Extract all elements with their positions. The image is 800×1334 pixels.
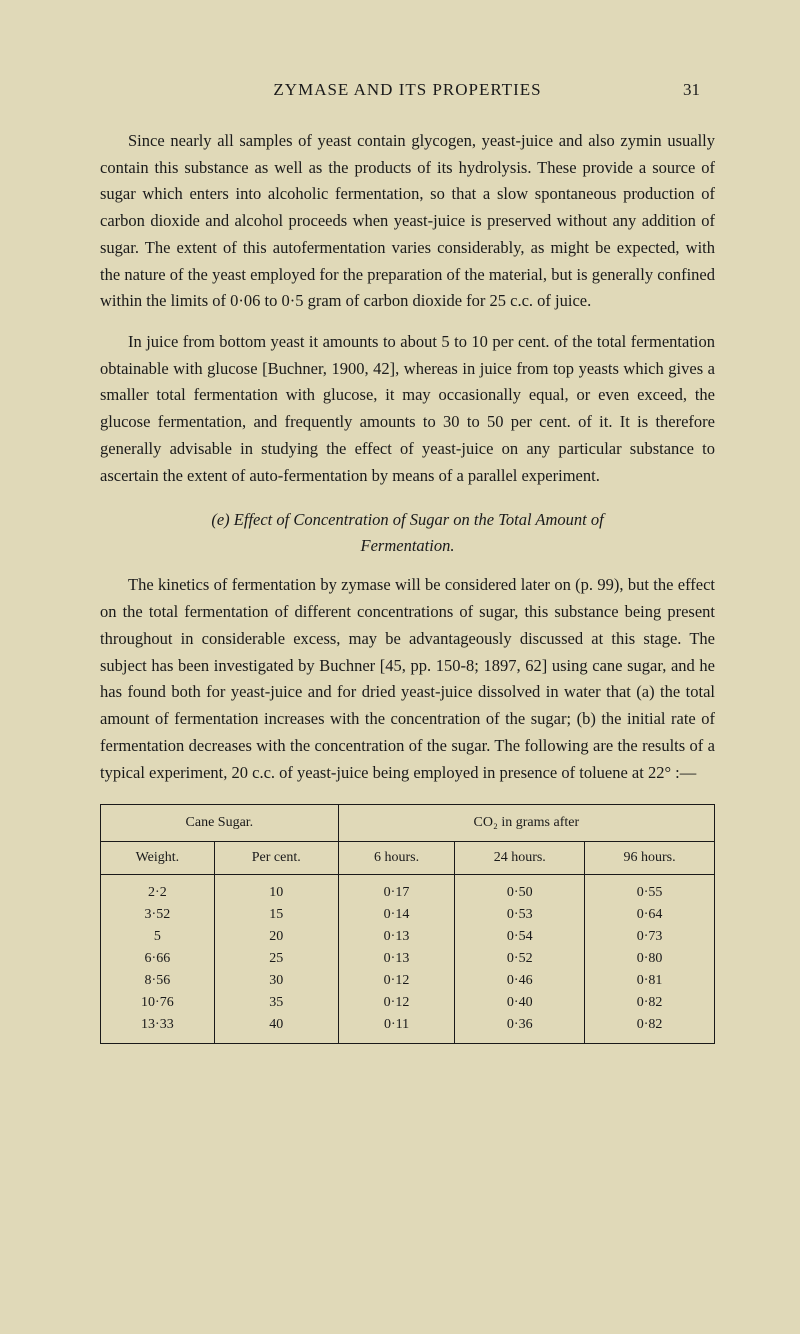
table-cell: 20 <box>214 926 338 948</box>
table-cell: 10 <box>214 875 338 905</box>
table-cell: 0·17 <box>338 875 455 905</box>
subheader-6h: 6 hours. <box>338 842 455 875</box>
table-cell: 13·33 <box>101 1014 215 1044</box>
page-header: ZYMASE AND ITS PROPERTIES 31 <box>100 80 715 100</box>
table-cell: 0·12 <box>338 970 455 992</box>
table-cell: 10·76 <box>101 992 215 1014</box>
table-header-main: Cane Sugar. CO₂ in grams after <box>101 805 715 842</box>
table-cell: 0·36 <box>455 1014 585 1044</box>
table-cell: 5 <box>101 926 215 948</box>
section-title-line1: (e) Effect of Concentration of Sugar on … <box>211 510 603 529</box>
table-cell: 0·54 <box>455 926 585 948</box>
table-cell: 0·81 <box>585 970 715 992</box>
table-row: 5200·130·540·73 <box>101 926 715 948</box>
subheader-24h: 24 hours. <box>455 842 585 875</box>
header-co2: CO₂ in grams after <box>338 805 714 842</box>
table-cell: 0·82 <box>585 992 715 1014</box>
table-cell: 0·46 <box>455 970 585 992</box>
table-cell: 35 <box>214 992 338 1014</box>
table-cell: 8·56 <box>101 970 215 992</box>
paragraph-2: In juice from bottom yeast it amounts to… <box>100 329 715 489</box>
table-cell: 0·64 <box>585 904 715 926</box>
table-cell: 0·73 <box>585 926 715 948</box>
table-row: 3·52150·140·530·64 <box>101 904 715 926</box>
table-row: 8·56300·120·460·81 <box>101 970 715 992</box>
table-cell: 0·14 <box>338 904 455 926</box>
table-cell: 0·80 <box>585 948 715 970</box>
table-cell: 0·13 <box>338 926 455 948</box>
table-cell: 6·66 <box>101 948 215 970</box>
table-cell: 0·50 <box>455 875 585 905</box>
page-number: 31 <box>683 80 700 100</box>
table-body: 2·2100·170·500·553·52150·140·530·645200·… <box>101 875 715 1044</box>
section-title-line2: Fermentation. <box>361 536 455 555</box>
paragraph-3: The kinetics of fermentation by zymase w… <box>100 572 715 786</box>
table-cell: 30 <box>214 970 338 992</box>
section-title: (e) Effect of Concentration of Sugar on … <box>100 507 715 558</box>
table-row: 6·66250·130·520·80 <box>101 948 715 970</box>
fermentation-table: Cane Sugar. CO₂ in grams after Weight. P… <box>100 804 715 1044</box>
subheader-96h: 96 hours. <box>585 842 715 875</box>
table-cell: 0·12 <box>338 992 455 1014</box>
table-cell: 3·52 <box>101 904 215 926</box>
table-cell: 0·82 <box>585 1014 715 1044</box>
table-cell: 0·40 <box>455 992 585 1014</box>
table-row: 13·33400·110·360·82 <box>101 1014 715 1044</box>
table-row: 10·76350·120·400·82 <box>101 992 715 1014</box>
subheader-percent: Per cent. <box>214 842 338 875</box>
table-row: 2·2100·170·500·55 <box>101 875 715 905</box>
table-cell: 0·11 <box>338 1014 455 1044</box>
paragraph-1: Since nearly all samples of yeast contai… <box>100 128 715 315</box>
table-header-sub: Weight. Per cent. 6 hours. 24 hours. 96 … <box>101 842 715 875</box>
subheader-weight: Weight. <box>101 842 215 875</box>
table-cell: 0·13 <box>338 948 455 970</box>
table-cell: 0·53 <box>455 904 585 926</box>
table-cell: 15 <box>214 904 338 926</box>
table-cell: 2·2 <box>101 875 215 905</box>
table-cell: 25 <box>214 948 338 970</box>
table-cell: 0·52 <box>455 948 585 970</box>
table-cell: 40 <box>214 1014 338 1044</box>
header-title: ZYMASE AND ITS PROPERTIES <box>100 80 715 100</box>
header-cane-sugar: Cane Sugar. <box>101 805 339 842</box>
table-cell: 0·55 <box>585 875 715 905</box>
